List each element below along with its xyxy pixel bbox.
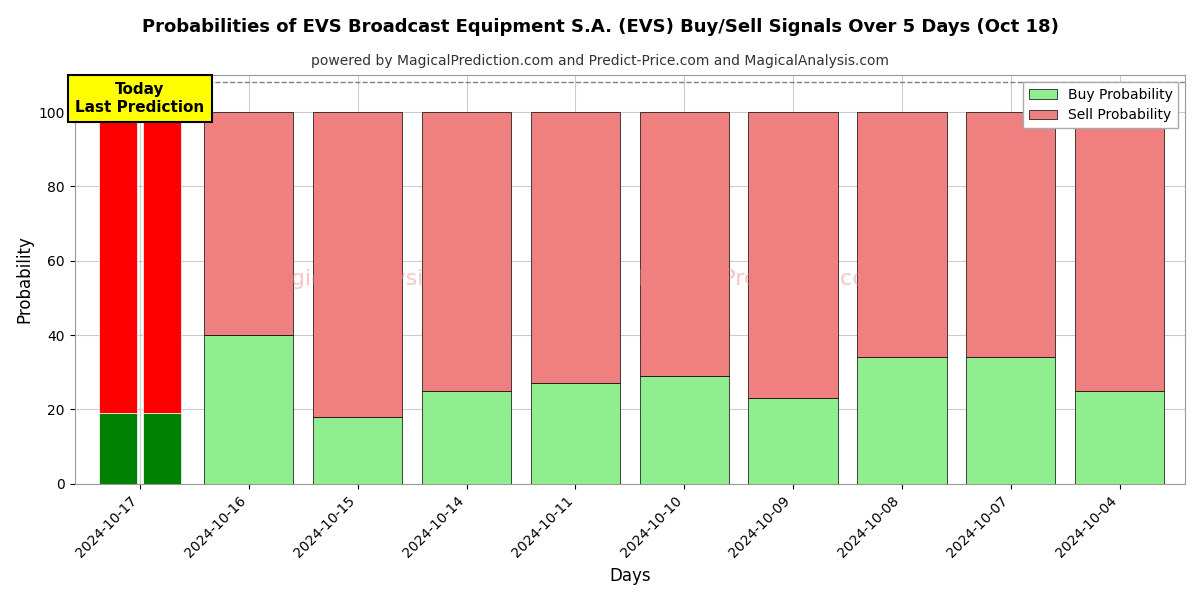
Text: powered by MagicalPrediction.com and Predict-Price.com and MagicalAnalysis.com: powered by MagicalPrediction.com and Pre… [311,54,889,68]
Bar [313,417,402,484]
Bar [313,112,402,417]
Bar [204,112,294,335]
Bar [749,398,838,484]
Bar [530,383,620,484]
Bar [640,376,728,484]
Bar [749,112,838,398]
Text: MagicalPrediction.com: MagicalPrediction.com [638,269,888,289]
Bar [966,358,1056,484]
Bar [100,112,137,413]
Text: Probabilities of EVS Broadcast Equipment S.A. (EVS) Buy/Sell Signals Over 5 Days: Probabilities of EVS Broadcast Equipment… [142,18,1058,36]
Bar [966,112,1056,358]
Bar [857,112,947,358]
Bar [530,112,620,383]
Bar [640,112,728,376]
Bar [422,112,511,391]
X-axis label: Days: Days [610,567,650,585]
Bar [100,413,137,484]
Bar [1075,391,1164,484]
Bar [857,358,947,484]
Legend: Buy Probability, Sell Probability: Buy Probability, Sell Probability [1024,82,1178,128]
Text: MagicalAnalysis.com: MagicalAnalysis.com [259,269,491,289]
Y-axis label: Probability: Probability [16,235,34,323]
Bar [204,335,294,484]
Bar [143,112,181,413]
Text: Today
Last Prediction: Today Last Prediction [76,82,204,115]
Bar [1075,112,1164,391]
Bar [422,391,511,484]
Bar [143,413,181,484]
